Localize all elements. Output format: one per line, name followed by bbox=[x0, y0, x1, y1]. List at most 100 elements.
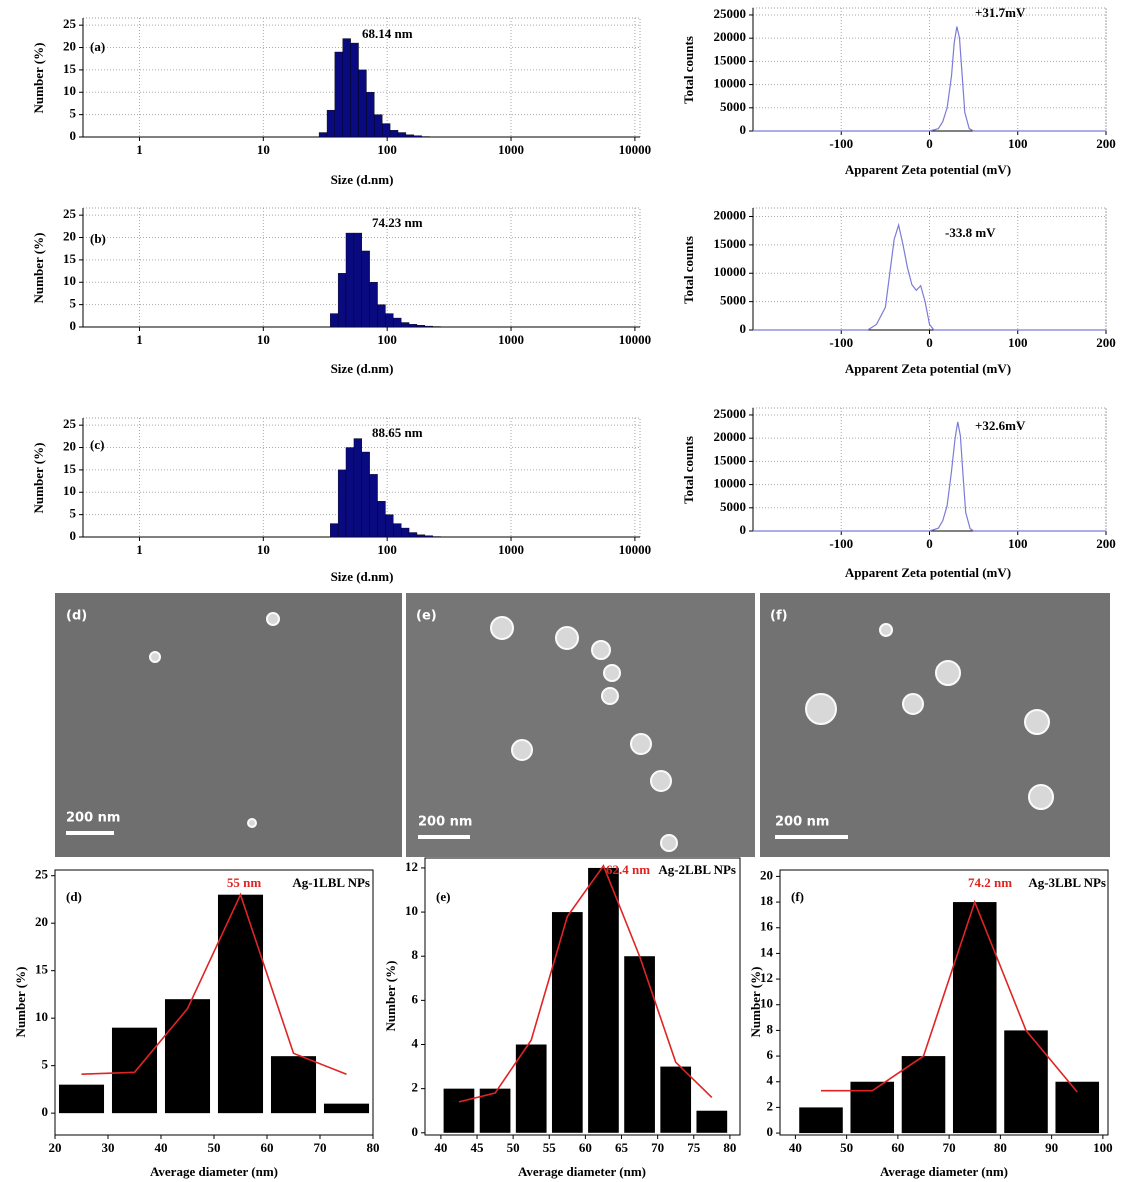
y-tick-label: 20 bbox=[63, 229, 76, 244]
bar bbox=[424, 325, 433, 328]
particle bbox=[601, 687, 619, 705]
y-tick-label: 15 bbox=[63, 461, 77, 476]
bar bbox=[377, 304, 386, 328]
scale-bar-label: 200 nm bbox=[66, 811, 120, 826]
panel-label: (c) bbox=[90, 437, 104, 452]
x-axis-label: Apparent Zeta potential (mV) bbox=[845, 162, 1011, 177]
bar bbox=[369, 474, 378, 538]
y-axis-label: Number (%) bbox=[31, 233, 46, 304]
line bbox=[753, 26, 1106, 132]
y-axis-label: Total counts bbox=[681, 436, 696, 504]
x-tick-label: 10 bbox=[257, 332, 270, 347]
y-tick-label: 10 bbox=[35, 1009, 48, 1024]
y-tick-label: 0 bbox=[70, 318, 77, 333]
bar bbox=[318, 132, 328, 138]
bar bbox=[389, 130, 399, 138]
particle bbox=[660, 834, 678, 852]
annotation: +32.6mV bbox=[975, 418, 1026, 433]
bar bbox=[400, 527, 410, 538]
x-tick-label: 200 bbox=[1096, 335, 1116, 350]
particle bbox=[266, 612, 280, 626]
sample-label: Ag-1LBL NPs bbox=[292, 875, 370, 890]
y-tick-label: 6 bbox=[767, 1047, 774, 1062]
x-tick-label: 100 bbox=[377, 142, 397, 157]
x-tick-label: 75 bbox=[687, 1140, 701, 1155]
bar bbox=[393, 523, 402, 538]
bar bbox=[424, 535, 433, 538]
bar bbox=[369, 282, 378, 328]
y-tick-label: 10 bbox=[405, 903, 418, 918]
particle bbox=[603, 664, 621, 682]
bar bbox=[1004, 1030, 1048, 1134]
bar bbox=[799, 1107, 843, 1134]
bar bbox=[413, 135, 422, 138]
sem-images: (d) (e) (f) 200 nm 200 nm 200 nm bbox=[55, 593, 1110, 857]
fit-line bbox=[458, 864, 713, 1103]
particle bbox=[247, 818, 257, 828]
x-tick-label: 0 bbox=[926, 335, 933, 350]
bar bbox=[408, 532, 418, 538]
annotation: 68.14 nm bbox=[362, 26, 413, 41]
bar bbox=[901, 1056, 946, 1134]
y-axis-label: Total counts bbox=[681, 36, 696, 104]
bar bbox=[361, 451, 370, 538]
x-tick-label: 50 bbox=[840, 1140, 853, 1155]
x-axis-label: Average diameter (nm) bbox=[518, 1164, 646, 1179]
x-tick-label: -100 bbox=[829, 335, 853, 350]
bar bbox=[443, 1088, 475, 1133]
y-tick-label: 8 bbox=[767, 1021, 774, 1036]
y-tick-label: 8 bbox=[412, 947, 419, 962]
particle bbox=[650, 770, 672, 792]
particle bbox=[1024, 709, 1050, 735]
x-tick-label: 1000 bbox=[498, 332, 524, 347]
bar bbox=[217, 894, 264, 1114]
y-tick-label: 0 bbox=[70, 528, 77, 543]
y-tick-label: 12 bbox=[760, 970, 773, 985]
x-tick-label: 80 bbox=[367, 1140, 380, 1155]
fit-line bbox=[81, 892, 347, 1076]
y-tick-label: 20000 bbox=[714, 207, 747, 222]
x-tick-label: 80 bbox=[723, 1140, 736, 1155]
x-tick-label: 60 bbox=[891, 1140, 904, 1155]
panel-label: (b) bbox=[90, 231, 106, 246]
y-tick-label: 6 bbox=[412, 991, 419, 1006]
image-label: (f) bbox=[770, 609, 788, 624]
bar bbox=[624, 956, 655, 1133]
y-tick-label: 0 bbox=[740, 522, 747, 537]
y-tick-label: 15000 bbox=[714, 452, 747, 467]
sem-image bbox=[760, 593, 1110, 857]
x-tick-label: 45 bbox=[471, 1140, 485, 1155]
bar bbox=[385, 313, 394, 328]
y-tick-label: 10000 bbox=[714, 476, 747, 491]
y-tick-label: 4 bbox=[767, 1073, 774, 1088]
x-tick-label: 0 bbox=[926, 136, 933, 151]
x-tick-label: 90 bbox=[1045, 1140, 1058, 1155]
bar bbox=[164, 999, 211, 1114]
line bbox=[753, 222, 1106, 331]
bar bbox=[270, 1056, 317, 1114]
x-tick-label: 70 bbox=[314, 1140, 327, 1155]
x-axis-label: Apparent Zeta potential (mV) bbox=[845, 361, 1011, 376]
y-tick-label: 2 bbox=[412, 1080, 419, 1095]
y-tick-label: 5000 bbox=[720, 99, 746, 114]
y-tick-label: 5 bbox=[42, 1057, 49, 1072]
bar bbox=[588, 867, 619, 1133]
y-axis-label: Number (%) bbox=[31, 443, 46, 514]
y-tick-label: 0 bbox=[70, 128, 77, 143]
bar bbox=[350, 42, 359, 138]
x-tick-label: 60 bbox=[261, 1140, 274, 1155]
y-tick-label: 10000 bbox=[714, 264, 747, 279]
bar bbox=[408, 324, 418, 328]
y-tick-label: 25000 bbox=[714, 406, 747, 421]
x-tick-label: 1 bbox=[136, 142, 143, 157]
scale-bar-label: 200 nm bbox=[775, 815, 829, 830]
x-tick-label: 70 bbox=[943, 1140, 956, 1155]
panel-label: (e) bbox=[436, 889, 450, 904]
bar bbox=[58, 1084, 105, 1114]
x-tick-label: 40 bbox=[789, 1140, 802, 1155]
y-tick-label: 20000 bbox=[714, 29, 747, 44]
bar bbox=[382, 123, 391, 138]
x-tick-label: 1000 bbox=[498, 542, 524, 557]
x-tick-label: 40 bbox=[434, 1140, 447, 1155]
